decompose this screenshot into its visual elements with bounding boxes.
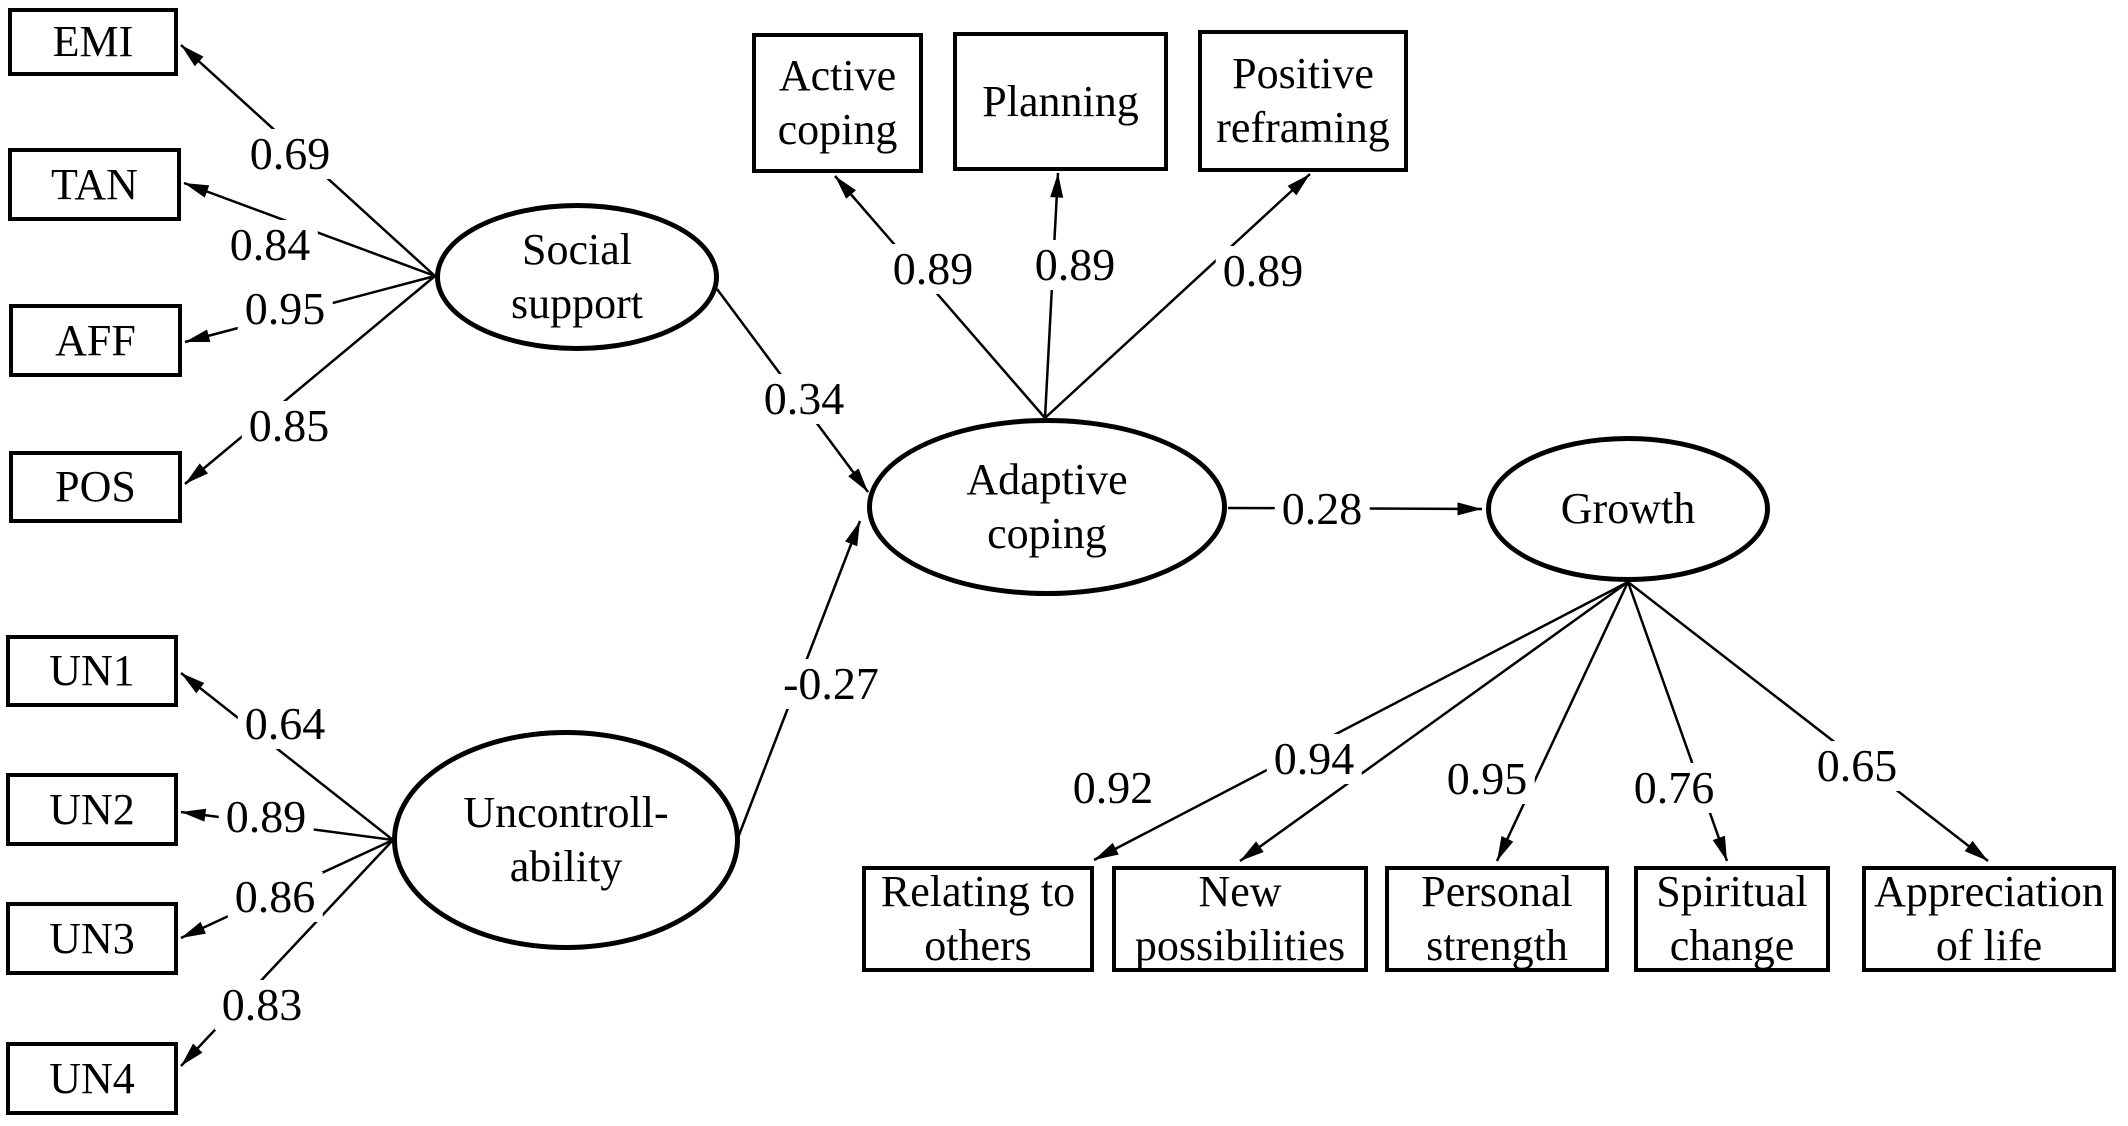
observed-positive-reframing: Positive reframing [1198,30,1408,172]
observed-pos-label: POS [55,462,136,512]
observed-appreciation-of-life: Appreciation of life [1862,866,2116,972]
latent-uncontrollability: Uncontroll- ability [392,730,740,950]
observed-appreciation-of-life-label: Appreciation of life [1874,867,2104,970]
observed-relating-to-others-label: Relating to others [880,867,1076,970]
observed-tan: TAN [8,148,181,221]
coefficient-uncontrollability-to-un3: 0.86 [227,872,323,922]
path-growth-to-relating_to_others [1093,580,1629,862]
observed-tan-label: TAN [51,159,138,209]
coefficient-growth-to-new_possibilities: 0.94 [1266,734,1362,784]
observed-un1: UN1 [6,635,178,707]
observed-un2-label: UN2 [49,784,135,834]
path-growth-to-appreciation_of_life [1627,581,1989,862]
observed-planning-label: Planning [982,76,1139,126]
path-growth-to-spiritual_change [1626,581,1729,862]
observed-active-coping-label: Active coping [777,51,898,154]
observed-active-coping: Active coping [752,33,923,173]
observed-un3: UN3 [6,902,178,975]
coefficient-social_support-to-emi: 0.69 [242,129,338,179]
coefficient-adaptive_coping-to-active_coping: 0.89 [885,244,981,294]
coefficient-adaptive_coping-to-growth: 0.28 [1274,484,1370,534]
coefficient-growth-to-appreciation_of_life: 0.65 [1809,741,1905,791]
coefficient-social_support-to-tan: 0.84 [222,220,318,270]
observed-relating-to-others: Relating to others [862,866,1094,972]
observed-personal-strength-label: Personal strength [1421,867,1573,970]
observed-pos: POS [9,451,182,523]
coefficient-growth-to-spiritual_change: 0.76 [1626,763,1722,813]
coefficient-social_support-to-aff: 0.95 [237,284,333,334]
latent-social-support-label: Social support [511,225,643,328]
observed-un1-label: UN1 [49,646,135,696]
latent-uncontrollability-label: Uncontroll- ability [463,788,669,891]
path-adaptive_coping-to-active_coping [834,175,1046,419]
path-adaptive_coping-to-positive_reframing [1044,173,1311,419]
latent-growth-label: Growth [1560,484,1696,534]
path-growth-to-new_possibilities [1239,580,1629,863]
coefficient-uncontrollability-to-un1: 0.64 [237,699,333,749]
observed-planning: Planning [953,32,1168,171]
observed-emi: EMI [8,8,178,76]
coefficient-uncontrollability-to-un2: 0.89 [218,792,314,842]
path-growth-to-personal_strength [1495,581,1630,862]
coefficient-adaptive_coping-to-positive_reframing: 0.89 [1215,246,1311,296]
observed-aff-label: AFF [55,315,136,365]
observed-un4-label: UN4 [49,1053,135,1103]
latent-growth: Growth [1486,436,1770,582]
coefficient-growth-to-personal_strength: 0.95 [1439,754,1535,804]
path-adaptive_coping-to-planning [1043,172,1064,419]
observed-un4: UN4 [6,1042,178,1115]
observed-positive-reframing-label: Positive reframing [1216,49,1390,152]
coefficient-uncontrollability-to-un4: 0.83 [214,980,310,1030]
observed-spiritual-change: Spiritual change [1634,866,1830,972]
latent-adaptive-coping: Adaptive coping [867,418,1227,596]
coefficient-social_support-to-pos: 0.85 [241,401,337,451]
observed-personal-strength: Personal strength [1385,866,1609,972]
observed-spiritual-change-label: Spiritual change [1656,867,1808,970]
observed-emi-label: EMI [52,17,134,67]
observed-un3-label: UN3 [49,913,135,963]
observed-aff: AFF [9,304,182,377]
latent-social-support: Social support [435,203,719,351]
observed-un2: UN2 [6,773,178,846]
latent-adaptive-coping-label: Adaptive coping [966,455,1128,558]
observed-new-possibilities-label: New possibilities [1134,867,1346,970]
observed-new-possibilities: New possibilities [1112,866,1368,972]
coefficient-adaptive_coping-to-planning: 0.89 [1027,240,1123,290]
coefficient-social_support-to-adaptive_coping: 0.34 [756,374,852,424]
coefficient-growth-to-relating_to_others: 0.92 [1065,763,1161,813]
coefficient-uncontrollability-to-adaptive_coping: -0.27 [776,659,886,709]
